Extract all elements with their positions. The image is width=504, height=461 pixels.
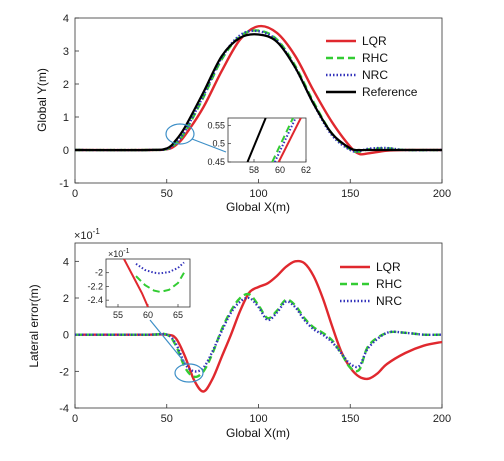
top-inset-series <box>246 118 302 162</box>
bottom-xtick-label: 100 <box>249 413 267 425</box>
top-inset-ytick-label: 0.55 <box>207 120 225 130</box>
bottom-legend-rhc: RHC <box>376 277 402 291</box>
bottom-inset-xtick-label: 55 <box>113 310 123 320</box>
bottom-inset-ytick-label: -2 <box>95 268 103 278</box>
bottom-series-nrc <box>75 296 443 373</box>
top-xtick-label: 0 <box>72 188 78 200</box>
top-ytick-label: 4 <box>63 13 69 25</box>
top-inset: 0.45 0.5 0.55 58 60 62 <box>207 117 311 175</box>
top-x-axis-label: Global X(m) <box>226 200 290 214</box>
bottom-y-scale-label: ×10-1 <box>74 227 100 242</box>
top-legend-lqr: LQR <box>362 34 387 48</box>
bottom-inset-series <box>123 259 185 307</box>
bottom-inset-xtick-label: 65 <box>173 310 183 320</box>
top-xtick-label: 150 <box>341 188 359 200</box>
top-zoom-marker <box>165 123 195 145</box>
top-inset-xtick-label: 60 <box>275 165 285 175</box>
bottom-ytick-label: -2 <box>59 366 69 378</box>
top-ytick-label: 3 <box>63 46 69 58</box>
top-xtick-label: 100 <box>249 188 267 200</box>
bottom-inset-ytick-label: -2.2 <box>87 281 103 291</box>
top-legend-box <box>322 33 440 101</box>
bottom-inset-scale-label: ×10-1 <box>108 248 130 259</box>
bottom-inset-series-nrc <box>135 261 185 275</box>
top-inset-ytick-label: 0.5 <box>212 139 225 149</box>
bottom-legend-nrc: NRC <box>376 294 402 308</box>
top-ytick-label: -1 <box>59 178 69 190</box>
top-inset-ytick-label: 0.45 <box>207 157 225 167</box>
top-legend-nrc: NRC <box>362 68 388 82</box>
top-inset-series-reference <box>246 118 267 162</box>
bottom-inset-series-rhc <box>135 272 185 293</box>
bottom-inset-frame <box>105 258 191 308</box>
top-ytick-label: 1 <box>63 112 69 124</box>
bottom-inset-xtick-label: 60 <box>143 310 153 320</box>
lateral-error-panel: -4 -2 0 2 4 0 50 100 150 200 Global X(m) Lateral… <box>27 227 451 440</box>
top-xtick-label: 50 <box>161 188 173 200</box>
bottom-xtick-label: 50 <box>161 413 173 425</box>
top-series-lqr <box>74 24 443 156</box>
bottom-ytick-label: 4 <box>63 256 69 268</box>
top-y-axis-label: Global Y(m) <box>35 68 49 132</box>
top-inset-series-lqr <box>277 118 302 162</box>
top-xtick-label: 200 <box>433 188 451 200</box>
top-inset-series-rhc <box>271 118 294 162</box>
top-y-ticks: -1 0 1 2 3 4 <box>59 13 79 190</box>
top-legend-reference: Reference <box>362 85 418 99</box>
top-x-ticks: 0 50 100 150 200 <box>72 179 451 200</box>
bottom-ytick-label: 2 <box>63 293 69 305</box>
bottom-legend: LQR RHC NRC <box>336 258 440 308</box>
bottom-xtick-label: 0 <box>72 413 78 425</box>
top-inset-xtick-label: 62 <box>301 165 311 175</box>
top-zoom-arrow <box>191 138 227 153</box>
top-ytick-label: 0 <box>63 145 69 157</box>
top-inset-xtick-label: 58 <box>249 165 259 175</box>
bottom-series <box>75 259 443 393</box>
top-legend: LQR RHC NRC Reference <box>322 33 440 101</box>
bottom-ytick-label: 0 <box>63 330 69 342</box>
bottom-inset-ytick-label: -2.4 <box>87 295 103 305</box>
bottom-inset-series-lqr <box>123 259 149 307</box>
bottom-x-ticks: 0 50 100 150 200 <box>72 404 451 425</box>
bottom-ytick-label: -4 <box>59 403 69 415</box>
bottom-series-rhc <box>75 292 443 379</box>
bottom-inset: ×10-1 -2 -2.2 -2.4 55 60 65 <box>87 248 191 320</box>
bottom-series-lqr <box>75 259 443 393</box>
bottom-zoom-arrow <box>149 319 187 365</box>
bottom-xtick-label: 200 <box>433 413 451 425</box>
bottom-legend-lqr: LQR <box>376 260 401 274</box>
bottom-xtick-label: 150 <box>341 413 359 425</box>
top-inset-frame <box>227 117 307 163</box>
top-ytick-label: 2 <box>63 79 69 91</box>
bottom-zoom-marker <box>174 363 204 383</box>
top-inset-series-nrc <box>273 118 297 162</box>
top-legend-rhc: RHC <box>362 51 388 65</box>
bottom-x-axis-label: Global X(m) <box>226 426 290 440</box>
top-series-reference <box>74 33 442 152</box>
bottom-y-axis-label: Lateral error(m) <box>27 284 41 367</box>
